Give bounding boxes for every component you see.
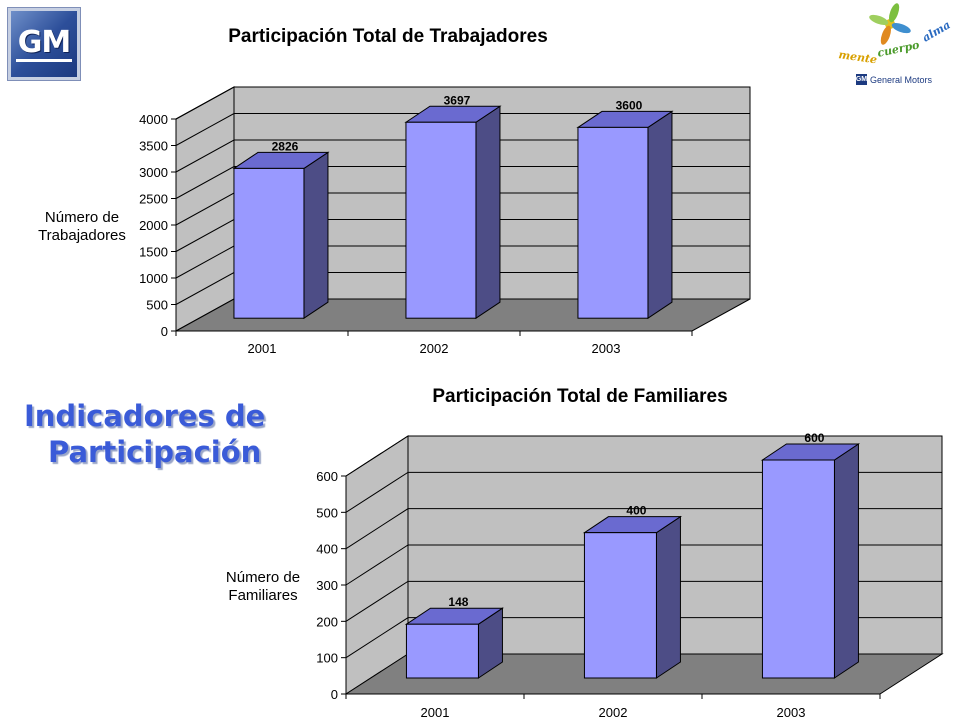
- y-tick-label: 1500: [139, 245, 168, 260]
- y-axis-title-line2: Familiares: [228, 587, 297, 604]
- y-axis-title-line2: Trabajadores: [38, 227, 126, 244]
- gm-logo-text: GM: [15, 24, 73, 62]
- chart-2: Participación Total de Familiares 0 100 200…: [226, 386, 944, 720]
- bar-side: [647, 110, 673, 320]
- bar-front: [233, 167, 305, 319]
- y-tick-label: 500: [316, 505, 338, 520]
- x-tick-label: 2002: [420, 341, 449, 356]
- data-label: 2826: [272, 139, 299, 153]
- bar-2002: 400: [582, 504, 683, 679]
- bar-2003: 600: [760, 431, 861, 679]
- bar-side: [303, 151, 329, 320]
- pinwheel-icon: [869, 3, 911, 45]
- bar-side: [475, 105, 501, 320]
- y-tick-label: 1000: [139, 271, 168, 286]
- bar-front: [761, 459, 835, 679]
- y-tick-label: 0: [331, 687, 338, 702]
- slide-title: Indicadores de Participación: [24, 398, 304, 470]
- gm-mini-icon: GM: [855, 74, 868, 85]
- bar-front: [405, 121, 477, 319]
- bar-front: [577, 126, 649, 319]
- bar-2001: 2826: [232, 139, 330, 320]
- bar-front: [405, 623, 479, 679]
- gm-logo: GM: [7, 7, 81, 81]
- x-tick-label: 2003: [592, 341, 621, 356]
- x-tick-label: 2001: [421, 705, 450, 720]
- general-motors-text: General Motors: [870, 74, 933, 85]
- y-axis-title-line1: Número de: [45, 209, 119, 226]
- y-tick-label: 3500: [139, 139, 168, 154]
- y-tick-label: 4000: [139, 112, 168, 127]
- bar-front: [583, 532, 657, 679]
- slide-title-line2: Participación: [48, 435, 262, 469]
- data-label: 3697: [444, 93, 471, 107]
- bar-2003: 3600: [576, 98, 674, 320]
- tagline-mente: mente: [838, 48, 878, 66]
- y-tick-label: 2500: [139, 192, 168, 207]
- y-tick-label: 3000: [139, 165, 168, 180]
- y-tick-label: 200: [316, 614, 338, 629]
- data-label: 3600: [616, 98, 643, 112]
- x-tick-label: 2001: [248, 341, 277, 356]
- y-tick-label: 2000: [139, 218, 168, 233]
- chart-1: Participación Total de Trabajadores 0 500 1…: [38, 26, 751, 356]
- gridline: [175, 86, 750, 120]
- gridline: [345, 435, 942, 477]
- bar-2001: 148: [404, 595, 505, 679]
- chart-title: Participación Total de Trabajadores: [228, 26, 548, 47]
- y-tick-label: 0: [161, 324, 168, 339]
- bar-side: [655, 515, 681, 679]
- y-tick-label: 100: [316, 651, 338, 666]
- chart-title: Participación Total de Familiares: [432, 386, 727, 407]
- y-tick-label: 500: [146, 298, 168, 313]
- y-axis-title-line1: Número de: [226, 569, 300, 586]
- y-tick-label: 300: [316, 578, 338, 593]
- data-label: 148: [448, 595, 468, 609]
- x-tick-label: 2003: [777, 705, 806, 720]
- general-motors-brand: GM General Motors: [856, 74, 932, 85]
- data-label: 400: [626, 504, 646, 518]
- y-tick-label: 400: [316, 542, 338, 557]
- x-tick-label: 2002: [599, 705, 628, 720]
- bar-2002: 3697: [404, 93, 502, 320]
- bar-side: [833, 443, 859, 679]
- y-tick-label: 600: [316, 469, 338, 484]
- data-label: 600: [804, 431, 824, 445]
- mente-cuerpo-alma-logo: mente cuerpo alma: [838, 3, 953, 66]
- slide-title-line1: Indicadores de: [24, 399, 266, 433]
- gridline: [175, 113, 750, 146]
